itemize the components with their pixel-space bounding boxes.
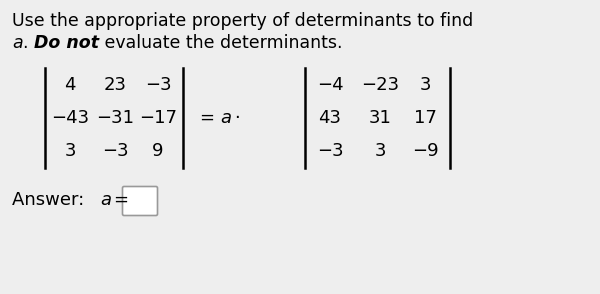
Text: a: a [221, 109, 232, 127]
Text: −31: −31 [96, 109, 134, 127]
Text: 31: 31 [368, 109, 391, 127]
Text: ·: · [234, 109, 239, 127]
Text: =: = [200, 109, 221, 127]
Text: 9: 9 [152, 142, 164, 160]
Text: 4: 4 [64, 76, 76, 94]
Text: −3: −3 [101, 142, 128, 160]
Text: Do not: Do not [34, 34, 98, 52]
Text: 3: 3 [374, 142, 386, 160]
Text: Use the appropriate property of determinants to find: Use the appropriate property of determin… [12, 12, 473, 30]
Text: =: = [113, 191, 128, 209]
Text: a: a [12, 34, 23, 52]
Text: evaluate the determinants.: evaluate the determinants. [98, 34, 342, 52]
Text: 23: 23 [104, 76, 127, 94]
Text: −23: −23 [361, 76, 399, 94]
Text: a: a [100, 191, 111, 209]
Text: .: . [23, 34, 34, 52]
Text: 3: 3 [419, 76, 431, 94]
Text: −3: −3 [317, 142, 343, 160]
Text: −17: −17 [139, 109, 177, 127]
Text: −4: −4 [317, 76, 343, 94]
Text: Answer:: Answer: [12, 191, 90, 209]
Text: −43: −43 [51, 109, 89, 127]
Text: 43: 43 [319, 109, 341, 127]
Text: −9: −9 [412, 142, 439, 160]
Text: 17: 17 [413, 109, 436, 127]
Text: −3: −3 [145, 76, 172, 94]
FancyBboxPatch shape [122, 186, 157, 216]
Text: 3: 3 [64, 142, 76, 160]
